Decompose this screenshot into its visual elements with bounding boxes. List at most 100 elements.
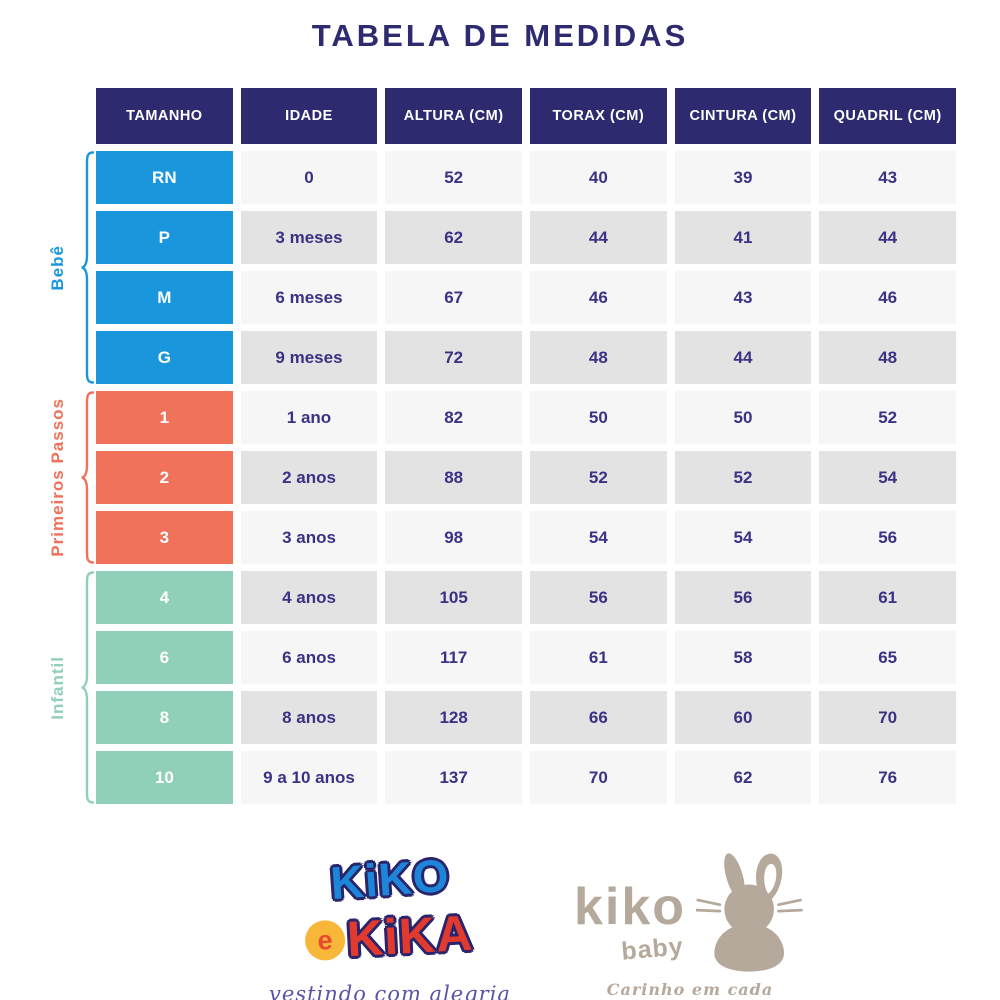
logo-name-kiko: kiko <box>573 878 687 937</box>
cintura-cell: 50 <box>674 391 812 444</box>
altura-cell: 137 <box>385 751 522 804</box>
size-cell: RN <box>96 151 233 204</box>
measurements-table: TAMANHO IDADE ALTURA (CM) TORAX (CM) CIN… <box>96 88 956 811</box>
altura-cell: 98 <box>385 511 522 564</box>
page-title: TABELA DE MEDIDAS <box>311 18 689 53</box>
cintura-cell: 52 <box>674 451 812 504</box>
group-label: Primeiros Passos <box>48 398 67 557</box>
group-brace-icon <box>80 571 96 804</box>
cintura-cell: 44 <box>674 331 812 384</box>
group-label: Bebê <box>48 244 67 291</box>
torax-cell: 61 <box>530 631 667 684</box>
quadril-cell: 46 <box>819 271 956 324</box>
logo-right-tagline: Carinho em cada pedacinho <box>606 980 774 1000</box>
header-cell-tamanho: TAMANHO <box>96 88 233 144</box>
cintura-cell: 58 <box>674 631 812 684</box>
size-cell: 4 <box>96 571 233 624</box>
age-cell: 6 meses <box>240 271 378 324</box>
altura-cell: 52 <box>385 151 522 204</box>
quadril-cell: 43 <box>819 151 956 204</box>
table-rows: RN 0 52 40 39 43 P 3 meses 62 44 41 44 M 6 meses 67 46 4… <box>96 151 956 804</box>
size-cell: 3 <box>96 511 233 564</box>
bunny-icon <box>696 853 803 972</box>
quadril-cell: 70 <box>819 691 956 744</box>
header-cell-altura: ALTURA (CM) <box>385 88 522 144</box>
quadril-cell: 65 <box>819 631 956 684</box>
size-cell: 8 <box>96 691 233 744</box>
cintura-cell: 41 <box>674 211 812 264</box>
logo-left-tagline: vestindo com alegria <box>269 982 511 1000</box>
altura-cell: 105 <box>385 571 522 624</box>
header-cell-cintura: CINTURA (CM) <box>674 88 812 144</box>
torax-cell: 56 <box>530 571 667 624</box>
table-header-row: TAMANHO IDADE ALTURA (CM) TORAX (CM) CIN… <box>96 88 956 144</box>
kiko-e-kika-logo: KiKO e KiKA vestindo com alegria <box>264 849 517 1000</box>
group-label: Infantil <box>48 655 67 720</box>
age-cell: 6 anos <box>240 631 378 684</box>
age-cell: 4 anos <box>240 571 378 624</box>
cintura-cell: 39 <box>674 151 812 204</box>
size-cell: 6 <box>96 631 233 684</box>
size-cell: G <box>96 331 233 384</box>
quadril-cell: 52 <box>819 391 956 444</box>
quadril-cell: 44 <box>819 211 956 264</box>
logo-word-ekika: e KiKA <box>264 901 517 972</box>
age-cell: 9 meses <box>240 331 378 384</box>
quadril-cell: 56 <box>819 511 956 564</box>
logo-letter-e: e <box>306 921 344 960</box>
quadril-cell: 76 <box>819 751 956 804</box>
torax-cell: 54 <box>530 511 667 564</box>
age-cell: 3 meses <box>240 211 378 264</box>
torax-cell: 40 <box>530 151 667 204</box>
size-cell: M <box>96 271 233 324</box>
logo-word-kika: KiKA <box>345 904 475 968</box>
age-cell: 0 <box>240 151 378 204</box>
table-row: 10 9 a 10 anos 137 70 62 76 <box>96 751 956 804</box>
cintura-cell: 56 <box>674 571 812 624</box>
torax-cell: 66 <box>530 691 667 744</box>
cintura-cell: 62 <box>674 751 812 804</box>
altura-cell: 88 <box>385 451 522 504</box>
altura-cell: 128 <box>385 691 522 744</box>
logo-sub-baby: baby <box>620 932 685 966</box>
altura-cell: 72 <box>385 331 522 384</box>
header-cell-quadril: QUADRIL (CM) <box>819 88 956 144</box>
size-cell: P <box>96 211 233 264</box>
quadril-cell: 54 <box>819 451 956 504</box>
torax-cell: 50 <box>530 391 667 444</box>
altura-cell: 67 <box>385 271 522 324</box>
altura-cell: 117 <box>385 631 522 684</box>
torax-cell: 70 <box>530 751 667 804</box>
size-cell: 1 <box>96 391 233 444</box>
size-cell: 10 <box>96 751 233 804</box>
table-row: RN 0 52 40 39 43 <box>96 151 956 204</box>
age-cell: 8 anos <box>240 691 378 744</box>
cintura-cell: 60 <box>674 691 812 744</box>
quadril-cell: 61 <box>819 571 956 624</box>
size-cell: 2 <box>96 451 233 504</box>
cintura-cell: 43 <box>674 271 812 324</box>
torax-cell: 48 <box>530 331 667 384</box>
altura-cell: 62 <box>385 211 522 264</box>
header-cell-idade: IDADE <box>240 88 378 144</box>
age-cell: 1 ano <box>240 391 378 444</box>
torax-cell: 44 <box>530 211 667 264</box>
header-cell-torax: TORAX (CM) <box>530 88 667 144</box>
torax-cell: 46 <box>530 271 667 324</box>
age-cell: 3 anos <box>240 511 378 564</box>
age-cell: 9 a 10 anos <box>240 751 378 804</box>
kiko-baby-logo: kiko baby Carinho em cada pedacinho <box>555 852 825 1000</box>
group-brace-icon <box>80 151 96 384</box>
altura-cell: 82 <box>385 391 522 444</box>
torax-cell: 52 <box>530 451 667 504</box>
